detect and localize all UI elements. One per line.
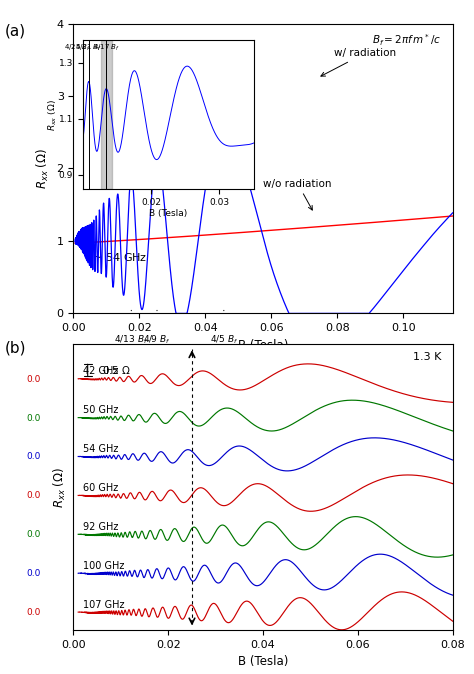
X-axis label: B (Tesla): B (Tesla): [238, 339, 288, 352]
Text: 0.5 $\Omega$: 0.5 $\Omega$: [102, 364, 131, 376]
Text: 92 GHz: 92 GHz: [83, 522, 118, 532]
Text: 4/21 $B_f$: 4/21 $B_f$: [75, 43, 102, 53]
Bar: [101, 40, 112, 189]
Text: w/ radiation: w/ radiation: [321, 49, 396, 76]
X-axis label: B (Tesla): B (Tesla): [238, 656, 288, 669]
Text: 0.0: 0.0: [26, 375, 40, 384]
Text: w/o radiation: w/o radiation: [264, 179, 332, 210]
Text: 0.0: 0.0: [26, 452, 40, 462]
Text: 100 GHz: 100 GHz: [83, 561, 124, 571]
Text: 4/13 $B_f$: 4/13 $B_f$: [114, 334, 148, 346]
Text: 1.3 K: 1.3 K: [413, 353, 441, 363]
Text: 4/17 $B_f$: 4/17 $B_f$: [93, 43, 120, 53]
Text: $f$ ~ 54 GHz: $f$ ~ 54 GHz: [85, 251, 147, 264]
Text: 4/9 $B_f$: 4/9 $B_f$: [143, 334, 171, 346]
Text: 60 GHz: 60 GHz: [83, 483, 118, 493]
Text: 0.0: 0.0: [26, 414, 40, 423]
Text: 107 GHz: 107 GHz: [83, 600, 125, 610]
Y-axis label: $R_{xx}$ ($\Omega$): $R_{xx}$ ($\Omega$): [46, 98, 59, 131]
Text: 0.0: 0.0: [26, 608, 40, 617]
Text: 4/5 $B_f$: 4/5 $B_f$: [210, 334, 238, 346]
Text: 4/25 $B_f$: 4/25 $B_f$: [64, 43, 91, 53]
Text: (a): (a): [5, 24, 26, 38]
Text: 0.0: 0.0: [26, 530, 40, 539]
Text: 54 GHz: 54 GHz: [83, 444, 118, 454]
Text: $B_f = 2\pi f\,m^*/c$: $B_f = 2\pi f\,m^*/c$: [372, 32, 441, 48]
Text: 0.0: 0.0: [26, 569, 40, 578]
X-axis label: B (Tesla): B (Tesla): [149, 209, 187, 218]
Y-axis label: $R_{xx}$ ($\Omega$): $R_{xx}$ ($\Omega$): [52, 466, 68, 508]
Text: 50 GHz: 50 GHz: [83, 405, 118, 415]
Y-axis label: $R_{xx}$ ($\Omega$): $R_{xx}$ ($\Omega$): [35, 148, 51, 189]
Text: 0.0: 0.0: [26, 491, 40, 500]
Text: (b): (b): [5, 340, 26, 355]
Text: 42 GHz: 42 GHz: [83, 366, 118, 376]
